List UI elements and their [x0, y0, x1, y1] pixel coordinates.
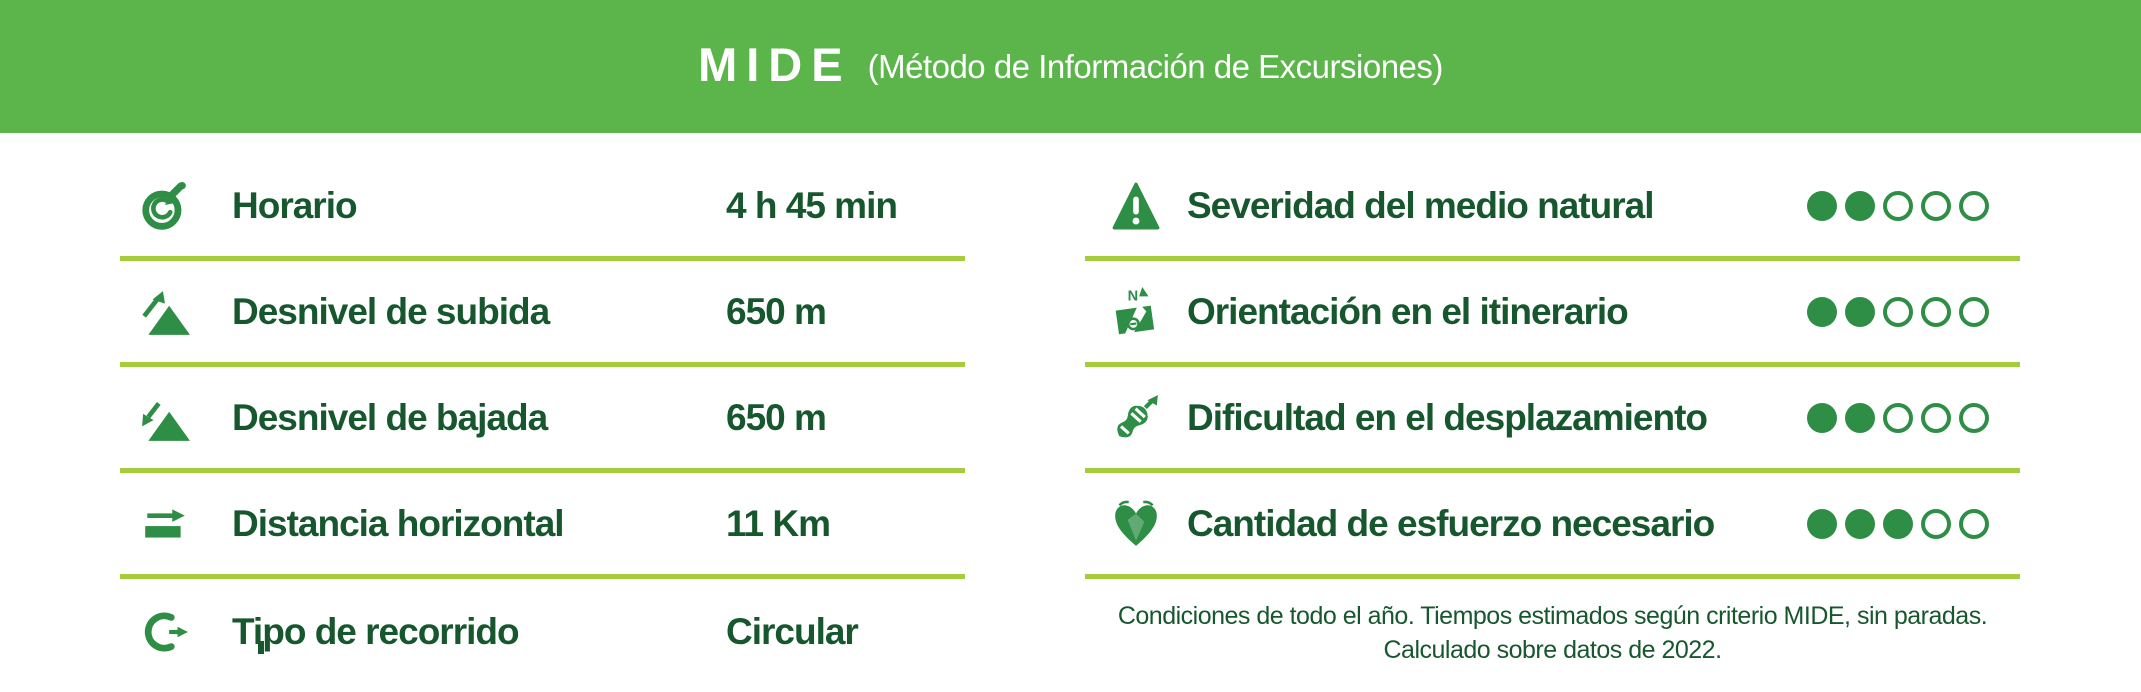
table-row-desnivel-subida: Desnivel de subida 650 m: [120, 261, 965, 367]
header-bar: MIDE (Método de Información de Excursion…: [0, 0, 2141, 133]
rating-label: Orientación en el itinerario: [1187, 290, 1629, 332]
rating-dot-empty: [1921, 508, 1951, 539]
stat-label: Tipo de recorrido: [232, 611, 520, 652]
rating-dot-filled: [1845, 190, 1875, 221]
heart-effort-icon: [1111, 499, 1161, 549]
rating-dot-empty: [1921, 296, 1951, 327]
table-row-severidad: Severidad del medio natural: [1085, 155, 2020, 261]
rating-dot-empty: [1959, 402, 1989, 433]
stopwatch-icon: [140, 181, 190, 231]
conditions-note: Condiciones de todo el año. Tiempos esti…: [1085, 599, 2020, 667]
stat-value: 4 h 45 min: [726, 184, 898, 226]
rating-dot-filled: [1807, 402, 1837, 433]
rating-dot-filled: [1807, 190, 1837, 221]
rating-dots: [1807, 190, 1989, 221]
rating-dot-filled: [1845, 402, 1875, 433]
rating-dot-empty: [1959, 296, 1989, 327]
rating-dot-filled: [1807, 508, 1837, 539]
table-row-tipo-recorrido: Tipo de recorrido Circular: [120, 579, 965, 685]
stat-label: Desnivel de bajada: [232, 396, 548, 438]
rating-dot-empty: [1921, 190, 1951, 221]
rating-dot-empty: [1883, 190, 1913, 221]
boot-sole-icon: [1111, 393, 1161, 443]
rating-dot-empty: [1883, 296, 1913, 327]
header-subtitle: (Método de Información de Excursiones): [867, 48, 1444, 85]
trail-stats-column: Horario 4 h 45 min Desnivel de subida 65…: [120, 133, 965, 685]
table-row-esfuerzo: Cantidad de esfuerzo necesario: [1085, 473, 2020, 579]
horizontal-arrow-icon: [140, 499, 190, 549]
stat-label: Desnivel de subida: [232, 290, 550, 332]
stat-value: Circular: [726, 611, 859, 652]
rating-dot-filled: [1807, 296, 1837, 327]
difficulty-ratings-column: Severidad del medio natural N Orientació…: [1085, 133, 2020, 667]
rating-dot-empty: [1959, 190, 1989, 221]
mide-logo: MIDE: [698, 38, 852, 91]
rating-dot-filled: [1845, 508, 1875, 539]
table-row-distancia: Distancia horizontal 11 Km: [120, 473, 965, 579]
rating-dot-empty: [1959, 508, 1989, 539]
rating-label: Cantidad de esfuerzo necesario: [1187, 502, 1715, 544]
rating-dot-filled: [1845, 296, 1875, 327]
table-row-horario: Horario 4 h 45 min: [120, 155, 965, 261]
warning-triangle-icon: [1111, 181, 1161, 231]
cropped-artifact: [258, 641, 264, 654]
stat-label: Distancia horizontal: [232, 502, 565, 544]
table-row-desnivel-bajada: Desnivel de bajada 650 m: [120, 367, 965, 473]
stat-value: 650 m: [726, 290, 827, 332]
conditions-note-line1: Condiciones de todo el año. Tiempos esti…: [1117, 602, 1988, 630]
rating-label: Severidad del medio natural: [1187, 184, 1654, 226]
stat-value: 650 m: [726, 396, 827, 438]
svg-text:N: N: [1128, 288, 1139, 304]
mountain-descent-icon: [140, 393, 190, 443]
stat-label: Horario: [232, 184, 358, 226]
stat-value: 11 Km: [726, 502, 831, 544]
mountain-ascent-icon: [140, 287, 190, 337]
conditions-note-line2: Calculado sobre datos de 2022.: [1383, 636, 1722, 664]
rating-dots: [1807, 402, 1989, 433]
rating-dot-filled: [1883, 508, 1913, 539]
circular-route-icon: [140, 607, 190, 657]
table-row-dificultad: Dificultad en el desplazamiento: [1085, 367, 2020, 473]
rating-dots: [1807, 296, 1989, 327]
map-compass-icon: N: [1111, 286, 1161, 337]
table-row-orientacion: N Orientación en el itinerario: [1085, 261, 2020, 367]
rating-dot-empty: [1883, 402, 1913, 433]
rating-dots: [1807, 508, 1989, 539]
rating-label: Dificultad en el desplazamiento: [1187, 396, 1708, 438]
rating-dot-empty: [1921, 402, 1951, 433]
